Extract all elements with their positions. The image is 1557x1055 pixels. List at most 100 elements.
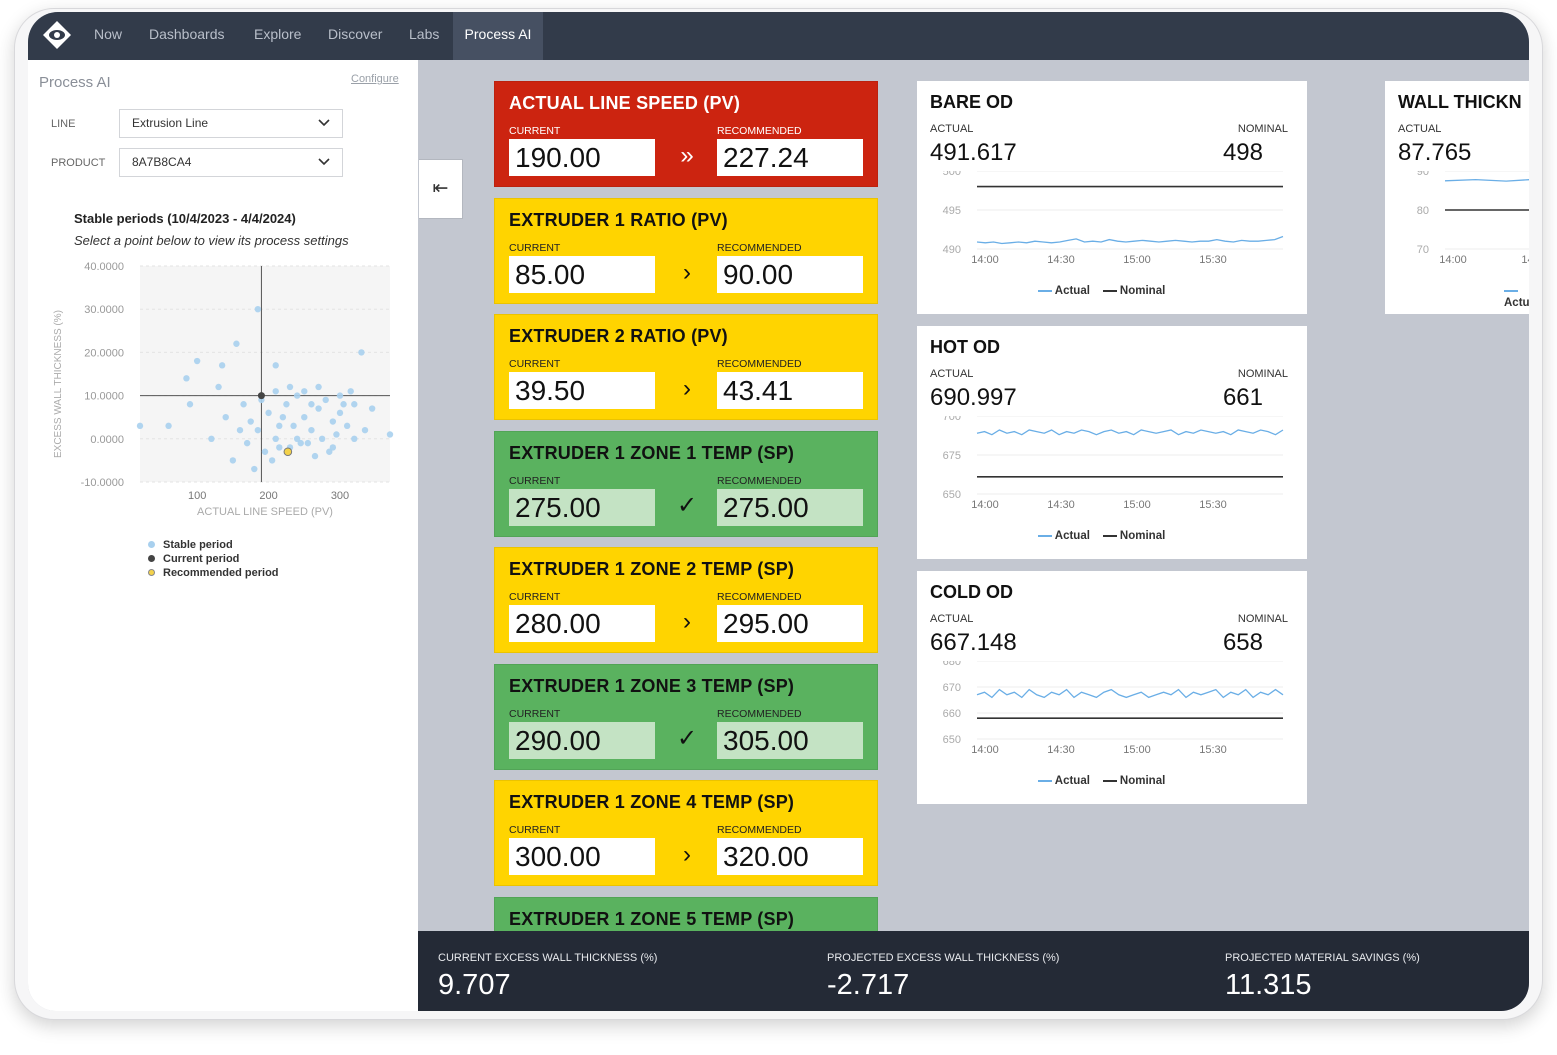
metric-value: -2.717 — [827, 969, 910, 1001]
stable-period-point[interactable] — [326, 448, 333, 455]
stable-period-point[interactable] — [247, 418, 254, 425]
recommendation-tile[interactable]: EXTRUDER 1 ZONE 1 TEMP (SP) CURRENT RECOMM… — [494, 430, 878, 537]
stable-period-point[interactable] — [136, 422, 144, 430]
recommendation-tile[interactable]: EXTRUDER 1 ZONE 3 TEMP (SP) CURRENT RECOMM… — [494, 663, 878, 770]
stable-period-point[interactable] — [218, 362, 226, 369]
stable-period-point[interactable] — [254, 306, 262, 313]
recommendation-tile[interactable]: EXTRUDER 1 ZONE 4 TEMP (SP) CURRENT RECOMM… — [494, 780, 878, 886]
stable-period-point[interactable] — [368, 405, 376, 412]
stable-period-point[interactable] — [183, 375, 190, 382]
stable-period-point[interactable] — [261, 448, 269, 455]
stable-period-point[interactable] — [301, 414, 308, 421]
stable-period-point[interactable] — [240, 401, 247, 408]
stable-period-point[interactable] — [336, 392, 344, 399]
stable-period-point[interactable] — [193, 357, 201, 365]
hot-od-card[interactable]: HOT OD ACTUAL NOMINAL 690.997 661 700 675… — [917, 326, 1307, 559]
stable-period-point[interactable] — [254, 426, 262, 434]
x-tick-label: 15:30 — [1199, 499, 1227, 511]
stable-period-point[interactable] — [311, 452, 319, 460]
stable-period-point[interactable] — [297, 439, 304, 447]
stable-period-point[interactable] — [165, 422, 172, 430]
stable-period-point[interactable] — [333, 431, 340, 438]
stable-period-point[interactable] — [251, 465, 258, 473]
stable-period-point[interactable] — [293, 392, 301, 399]
wall-thickness-card[interactable]: WALL THICKN ACTUAL 87.765 90 80 70 14:00 14:… — [1385, 81, 1529, 314]
y-tick-label: -10.0000 — [81, 477, 124, 489]
bare-od-card[interactable]: BARE OD ACTUAL NOMINAL 491.617 498 500 49… — [917, 81, 1307, 314]
eye-logo-icon[interactable] — [42, 20, 72, 50]
nav-explore[interactable]: Explore — [254, 26, 302, 42]
nav-process-ai[interactable]: Process AI — [453, 12, 543, 60]
recommended-period-point[interactable] — [283, 447, 293, 457]
stable-period-point[interactable] — [215, 383, 222, 391]
stable-period-point[interactable] — [351, 435, 358, 442]
stable-period-point[interactable] — [318, 435, 326, 442]
stable-period-point[interactable] — [340, 401, 347, 408]
stable-period-point[interactable] — [351, 401, 358, 408]
stable-period-point[interactable] — [329, 418, 337, 425]
product-select[interactable]: 8A7B8CA4 — [119, 148, 343, 177]
recommendation-tile[interactable]: EXTRUDER 1 ZONE 2 TEMP (SP) CURRENT RECOMM… — [494, 547, 878, 653]
line-select[interactable]: Extrusion Line — [119, 109, 343, 138]
legend-label: Recommended period — [163, 567, 279, 579]
chevron-down-icon — [318, 158, 330, 166]
stable-period-point[interactable] — [329, 444, 337, 451]
stable-period-point[interactable] — [286, 383, 294, 391]
current-period-point[interactable] — [257, 392, 265, 400]
nav-labs[interactable]: Labs — [409, 26, 440, 42]
cold-od-card[interactable]: COLD OD ACTUAL NOMINAL 667.148 658 680 67… — [917, 571, 1307, 804]
stable-period-point[interactable] — [229, 457, 237, 464]
stable-period-point[interactable] — [283, 401, 290, 408]
stable-period-point[interactable] — [222, 414, 229, 421]
panel-title: Process AI — [39, 74, 111, 91]
legend-recommended: Recommended period — [146, 566, 279, 580]
stable-period-point[interactable] — [236, 426, 244, 434]
current-label: CURRENT — [509, 358, 561, 370]
stable-period-point[interactable] — [279, 414, 287, 421]
stable-period-point[interactable] — [233, 340, 240, 347]
stable-period-point[interactable] — [276, 444, 283, 451]
stable-period-point[interactable] — [315, 405, 322, 412]
stable-period-point[interactable] — [347, 388, 354, 395]
tile-title: EXTRUDER 1 ZONE 2 TEMP (SP) — [509, 559, 795, 579]
stable-period-point[interactable] — [322, 396, 329, 404]
stable-period-point[interactable] — [208, 435, 215, 442]
stable-period-point[interactable] — [358, 349, 365, 356]
legend-actual-swatch — [1038, 779, 1052, 782]
y-tick-label: 40.0000 — [84, 261, 124, 273]
recommended-value: 43.41 — [717, 372, 863, 409]
recommendation-tile[interactable]: EXTRUDER 1 RATIO (PV) CURRENT RECOMMENDED 8… — [494, 197, 878, 304]
chevron-right-icon: › — [683, 258, 691, 286]
stable-period-point[interactable] — [243, 439, 251, 447]
recommendation-tile[interactable]: ACTUAL LINE SPEED (PV) CURRENT RECOMMENDED… — [494, 81, 878, 187]
stable-period-point[interactable] — [272, 388, 279, 395]
stable-period-point[interactable] — [315, 383, 322, 391]
configure-link[interactable]: Configure — [351, 73, 399, 85]
nav-now[interactable]: Now — [94, 26, 123, 42]
stable-period-point[interactable] — [336, 409, 344, 417]
stable-period-point[interactable] — [386, 431, 394, 438]
collapse-panel-button[interactable]: ⇤ — [419, 159, 463, 219]
recommendation-tile[interactable]: EXTRUDER 2 RATIO (PV) CURRENT RECOMMENDED 3… — [494, 314, 878, 420]
x-tick-label: 14: — [1521, 254, 1529, 266]
legend-nominal-swatch — [1102, 289, 1117, 292]
actual-line — [976, 235, 1284, 245]
stable-period-point[interactable] — [308, 426, 315, 434]
stable-period-point[interactable] — [293, 435, 301, 442]
stable-period-point[interactable] — [308, 401, 315, 408]
stable-period-point[interactable] — [290, 422, 297, 430]
stable-period-point[interactable] — [272, 435, 279, 442]
stable-period-point[interactable] — [268, 457, 276, 464]
stable-period-point[interactable] — [343, 422, 351, 430]
stable-period-point[interactable] — [304, 439, 312, 447]
nav-dashboards[interactable]: Dashboards — [149, 26, 225, 42]
stable-period-point[interactable] — [272, 362, 279, 369]
stable-period-point[interactable] — [265, 409, 272, 417]
stable-period-point[interactable] — [276, 422, 283, 430]
nav-discover[interactable]: Discover — [328, 26, 383, 42]
stable-period-point[interactable] — [301, 388, 308, 395]
stable-period-point[interactable] — [186, 401, 194, 408]
stable-periods-scatter-chart[interactable]: 40.0000 30.0000 20.0000 10.0000 0.0000 -10.00… — [48, 256, 408, 526]
stable-period-point[interactable] — [361, 426, 369, 434]
chart-legend: Actual — [1504, 285, 1529, 309]
